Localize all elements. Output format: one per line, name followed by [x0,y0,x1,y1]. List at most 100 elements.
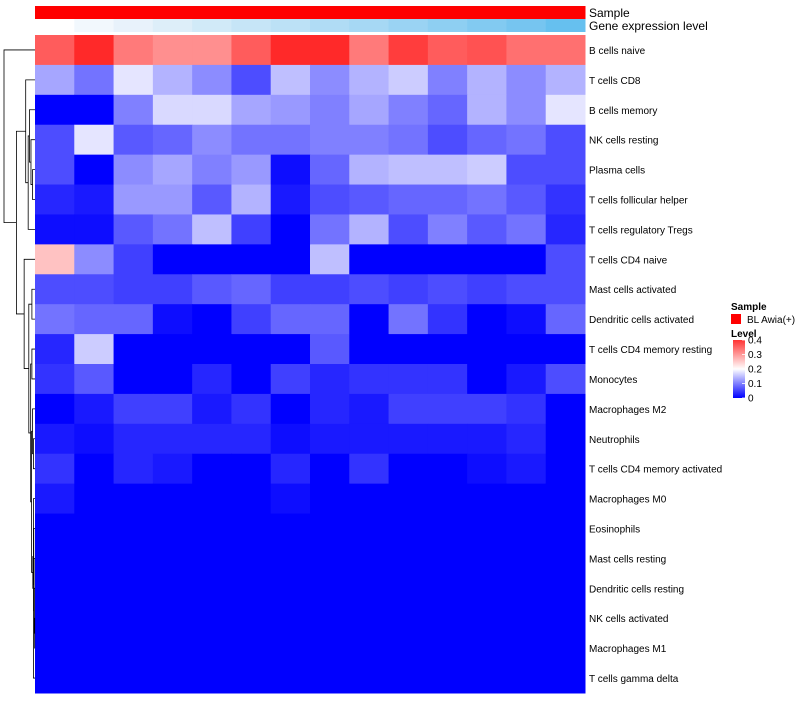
dendrogram-branch-3 [29,110,35,162]
row-label-13: Macrophages M2 [589,405,667,416]
annotation-cell-1-11 [285,6,311,19]
heatmap-cell-r7-c2 [74,214,114,244]
annotation-cell-1-22 [560,6,586,19]
heatmap-cell-r5-c3 [114,155,154,185]
row-label-16: Macrophages M0 [589,495,667,506]
row-label-3: B cells memory [589,106,657,117]
heatmap-cell-r14-c8 [310,424,350,454]
heatmap-cell-r1-c4 [153,35,193,65]
heatmap-cell-r4-c5 [192,125,232,155]
heatmap-cell-r13-c3 [114,394,154,424]
heatmap-cell-r1-c10 [389,35,429,65]
heatmap-cell-r4-c11 [428,125,468,155]
heatmap-cell-r4-c1 [35,125,75,155]
heatmap-cell-r4-c8 [310,125,350,155]
heatmap-cell-r16-c13 [506,484,546,514]
heatmap-cell-r10-c6 [231,304,271,334]
annotation-cell-2-14 [546,19,586,32]
heatmap-cell-r13-c11 [428,394,468,424]
dendrogram-branch-5 [26,80,35,183]
heatmap-cell-r10-c5 [192,304,232,334]
row-label-19: Dendritic cells resting [589,584,684,595]
heatmap-cell-r6-c13 [506,185,546,215]
dendrogram-branch-2 [31,140,35,185]
heatmap-cell-r10-c1 [35,304,75,334]
heatmap-cell-r3-c12 [467,95,507,125]
heatmap-cell-r20-c10 [389,603,429,633]
heatmap-cell-r5-c10 [389,155,429,185]
heatmap-cell-r10-c2 [74,304,114,334]
heatmap-cell-r2-c5 [192,65,232,95]
heatmap-cell-r1-c5 [192,35,232,65]
heatmap-cell-r22-c14 [546,663,586,693]
heatmap-cell-r19-c7 [271,573,311,603]
heatmap-cell-r5-c12 [467,155,507,185]
heatmap-cell-r19-c13 [506,573,546,603]
heatmap-cell-r16-c11 [428,484,468,514]
heatmap-cell-r12-c13 [506,364,546,394]
heatmap-cell-r11-c14 [546,334,586,364]
annotation-cell-1-12 [310,6,336,19]
heatmap-cell-r2-c12 [467,65,507,95]
heatmap-cell-r4-c4 [153,125,193,155]
heatmap-cell-r11-c3 [114,334,154,364]
heatmap-cell-r12-c14 [546,364,586,394]
heatmap-cell-r8-c8 [310,244,350,274]
heatmap-cell-r4-c10 [389,125,429,155]
heatmap-cell-r7-c14 [546,214,586,244]
heatmap-cell-r6-c10 [389,185,429,215]
annotation-cell-1-20 [510,6,536,19]
heatmap-cell-r13-c13 [506,394,546,424]
heatmap-cell-r13-c4 [153,394,193,424]
heatmap-cell-r19-c2 [74,573,114,603]
heatmap-cell-r7-c4 [153,214,193,244]
heatmap-cell-r2-c8 [310,65,350,95]
annotation-label-2: Gene expression level [589,19,708,33]
heatmap-cell-r12-c3 [114,364,154,394]
heatmap-cell-r8-c7 [271,244,311,274]
heatmap-cell-r3-c5 [192,95,232,125]
heatmap-cell-r3-c8 [310,95,350,125]
heatmap-cell-r9-c5 [192,274,232,304]
row-label-10: Dendritic cells activated [589,315,694,326]
heatmap-cell-r19-c10 [389,573,429,603]
heatmap-cell-r5-c2 [74,155,114,185]
heatmap-cell-r21-c11 [428,633,468,663]
heatmap-cell-r12-c11 [428,364,468,394]
heatmap-cell-r18-c4 [153,543,193,573]
heatmap-cell-r18-c8 [310,543,350,573]
heatmap-cell-r21-c9 [349,633,389,663]
heatmap-cell-r20-c6 [231,603,271,633]
heatmap-cell-r20-c3 [114,603,154,633]
heatmap-cell-r10-c14 [546,304,586,334]
heatmap-cell-r18-c12 [467,543,507,573]
heatmap-cell-r4-c6 [231,125,271,155]
heatmap-cell-r8-c11 [428,244,468,274]
dendrogram-branch-12 [33,439,35,469]
annotation-cell-1-5 [135,6,161,19]
heatmap-cell-r20-c4 [153,603,193,633]
heatmap-cell-r11-c9 [349,334,389,364]
heatmap-cell-r8-c9 [349,244,389,274]
heatmap-cell-r9-c14 [546,274,586,304]
heatmap-cell-r8-c3 [114,244,154,274]
heatmap-cell-r10-c4 [153,304,193,334]
heatmap-cell-r20-c9 [349,603,389,633]
heatmap-cell-r2-c9 [349,65,389,95]
heatmap-cell-r13-c8 [310,394,350,424]
heatmap-cell-r19-c1 [35,573,75,603]
heatmap-cell-r7-c12 [467,214,507,244]
heatmap-cell-r15-c2 [74,454,114,484]
heatmap-cell-r7-c6 [231,214,271,244]
heatmap-cell-r22-c13 [506,663,546,693]
row-label-18: Mast cells resting [589,554,666,565]
heatmap-cell-r7-c11 [428,214,468,244]
heatmap-cell-r5-c1 [35,155,75,185]
annotation-cell-2-1 [35,19,75,32]
heatmap-cell-r6-c7 [271,185,311,215]
heatmap-cell-r21-c12 [467,633,507,663]
row-label-1: B cells naive [589,46,646,57]
heatmap-cell-r15-c5 [192,454,232,484]
heatmap-cell-r9-c7 [271,274,311,304]
